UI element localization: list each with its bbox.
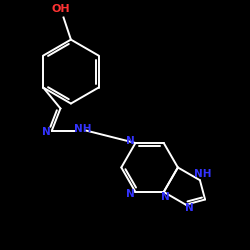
Text: NH: NH bbox=[74, 124, 91, 134]
Text: NH: NH bbox=[194, 169, 211, 179]
Text: N: N bbox=[185, 203, 194, 213]
Text: N: N bbox=[160, 192, 169, 202]
Text: N: N bbox=[42, 127, 51, 137]
Text: N: N bbox=[126, 190, 134, 200]
Text: OH: OH bbox=[52, 4, 70, 14]
Text: N: N bbox=[126, 136, 135, 145]
